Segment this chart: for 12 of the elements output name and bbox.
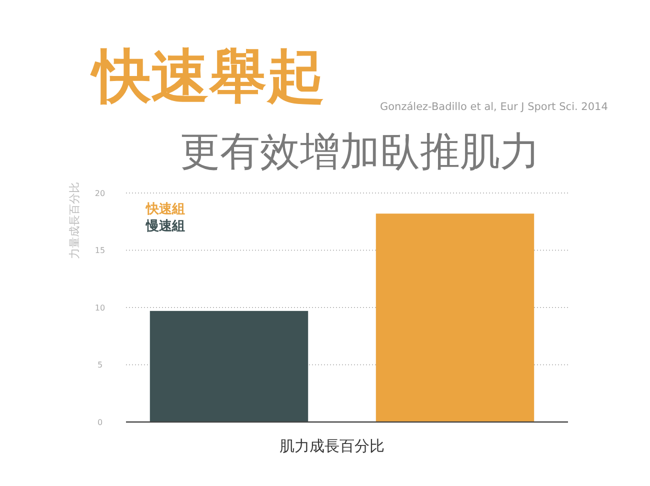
y-tick-label: 20 [94,188,106,198]
y-tick-label: 10 [94,303,106,312]
text: González-Badillo et al, Eur J Sport Sci. 2014 [380,101,608,113]
chart-title: 快速舉起 [90,42,325,110]
y-tick-label: 15 [94,246,106,256]
chart-subtitle: 更有效增加臥推肌力 [180,129,540,175]
text: 快速組 [145,202,185,217]
y-tick-label: 0 [97,418,103,427]
y-axis-title: 力量成長百分比 [68,182,81,259]
text: 慢速組 [145,219,185,234]
x-axis-title: 肌力成長百分比 [280,437,384,455]
y-tick-label: 5 [97,360,103,370]
